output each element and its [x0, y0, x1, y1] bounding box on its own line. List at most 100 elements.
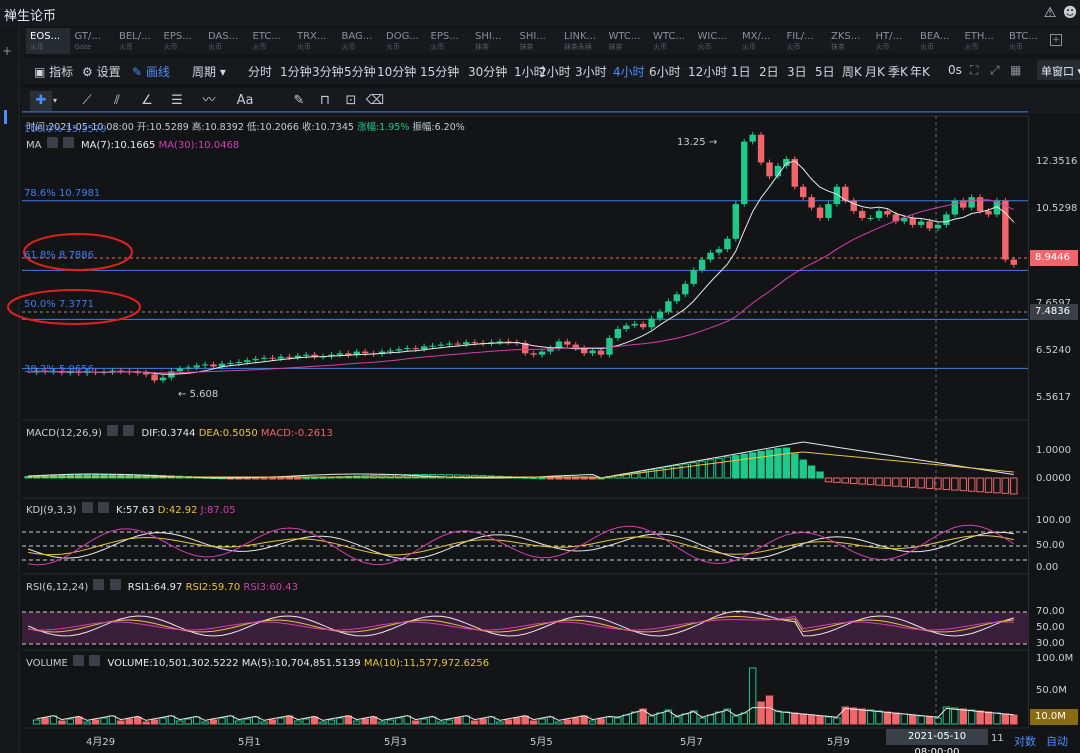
tab-9[interactable]: EPS... 火币	[427, 28, 471, 54]
tab-11[interactable]: SHI... 抹茶	[516, 28, 560, 54]
tab-21[interactable]: ETH... 火币	[961, 28, 1005, 54]
interval-5[interactable]: 15分钟	[420, 65, 460, 79]
chevron-down-icon[interactable]: ▾	[52, 96, 57, 105]
add-icon[interactable]: +	[2, 44, 13, 58]
interval-14[interactable]: 2日	[759, 65, 779, 79]
price-axis-area	[1028, 116, 1080, 728]
tab-3[interactable]: EPS... 火币	[160, 28, 204, 54]
seconds-button[interactable]: 0s	[948, 63, 962, 77]
macd-bar-28	[260, 477, 268, 480]
interval-6[interactable]: 30分钟	[468, 65, 508, 79]
interval-1[interactable]: 1分钟	[280, 65, 312, 79]
trendline-icon[interactable]: ⟋	[82, 93, 92, 108]
macd-bar-60	[529, 477, 538, 480]
tab-2[interactable]: BEL/... 火币	[115, 28, 159, 54]
tab-17[interactable]: FIL/... 火币	[783, 28, 827, 54]
interval-15[interactable]: 3日	[787, 65, 807, 79]
interval-20[interactable]: 年K	[910, 65, 930, 79]
rsi-settings-icon[interactable]	[93, 579, 105, 590]
candle-body-18	[176, 368, 184, 372]
macd-bar-82	[715, 457, 723, 479]
indicator-button[interactable]: ▣ 指标	[34, 65, 74, 79]
close-icon[interactable]	[62, 137, 74, 148]
tab-1[interactable]: GT/... Gate	[71, 28, 115, 54]
bell-icon[interactable]: ⚠	[1043, 5, 1057, 21]
fullscreen-icon[interactable]: ⛶	[970, 63, 979, 77]
tab-15[interactable]: WIC... 火币	[694, 28, 738, 54]
settings-icon[interactable]	[46, 137, 58, 148]
pen-icon[interactable]: ✎	[293, 93, 305, 108]
add-tab-icon[interactable]: +	[1050, 34, 1062, 46]
period-dropdown[interactable]: 周期 ▾	[192, 65, 226, 79]
log-scale-button[interactable]: 对数	[1014, 735, 1036, 748]
tab-10[interactable]: SHI... 抹茶	[471, 28, 515, 54]
macd-settings-icon[interactable]	[107, 425, 119, 436]
crosshair-icon[interactable]: ✚	[30, 91, 52, 111]
interval-12[interactable]: 12小时	[688, 65, 728, 79]
candle-body-23	[218, 363, 226, 367]
tab-20[interactable]: BEA... 火币	[916, 28, 960, 54]
settings-button[interactable]: ⚙ 设置	[82, 65, 121, 79]
candle-body-26	[244, 360, 251, 362]
tab-16[interactable]: MX/... 火币	[738, 28, 782, 54]
magnet-icon[interactable]: ⊓	[319, 93, 331, 108]
tab-0[interactable]: EOS... 火币	[26, 28, 70, 54]
interval-13[interactable]: 1日	[731, 65, 751, 79]
tab-5[interactable]: ETC... 火币	[249, 28, 293, 54]
interval-0[interactable]: 分时	[248, 65, 273, 79]
tab-exchange: 火币	[742, 43, 756, 51]
fib-lines-icon[interactable]: ☰	[171, 93, 183, 108]
expand-icon[interactable]: ⤢	[990, 63, 1000, 77]
parallel-lines-icon[interactable]: ⫽	[114, 93, 120, 108]
candle-body-64	[564, 341, 571, 345]
interval-10[interactable]: 4小时	[613, 65, 645, 79]
candle-body-106	[917, 221, 925, 225]
macd-bar-7	[83, 474, 91, 479]
tab-8[interactable]: DOG... 火币	[382, 28, 426, 54]
tab-12[interactable]: LINK... 抹茶永续	[560, 28, 604, 54]
tab-22[interactable]: BTC... 火币	[1005, 28, 1049, 54]
interval-3[interactable]: 5分钟	[344, 65, 376, 79]
auto-scale-button[interactable]: 自动	[1046, 735, 1068, 748]
interval-16[interactable]: 5日	[815, 65, 835, 79]
candle-body-30	[277, 356, 285, 359]
candle-body-68	[597, 350, 605, 355]
grid-icon[interactable]: ▦	[1010, 63, 1022, 77]
tab-7[interactable]: BAG... 火币	[338, 28, 382, 54]
volume-legend: VOLUME VOLUME:10,501,302.5222 MA(5):10,7…	[26, 655, 489, 669]
volume-settings-icon[interactable]	[73, 655, 85, 666]
interval-11[interactable]: 6小时	[649, 65, 681, 79]
kdj-settings-icon[interactable]	[81, 502, 93, 513]
volume-close-icon[interactable]	[89, 655, 101, 666]
tab-19[interactable]: HT/... 火币	[872, 28, 916, 54]
draw-button[interactable]: ✎ 画线	[132, 65, 170, 79]
window-mode-select[interactable]: 单窗口 ▾	[1037, 60, 1080, 80]
wave-icon[interactable]: 〰	[202, 93, 216, 108]
lock-icon[interactable]: ⊡	[345, 93, 357, 108]
volume-bar-51	[454, 717, 462, 725]
interval-19[interactable]: 季K	[888, 65, 908, 79]
rsi-close-icon[interactable]	[109, 579, 121, 590]
interval-9[interactable]: 3小时	[575, 65, 607, 79]
tab-13[interactable]: WTC... 抹茶	[605, 28, 649, 54]
interval-8[interactable]: 2小时	[539, 65, 571, 79]
interval-7[interactable]: 1小时	[514, 65, 546, 79]
user-icon[interactable]: ☻	[1062, 5, 1078, 21]
tab-6[interactable]: TRX... 火币	[293, 28, 337, 54]
text-icon[interactable]: Aa	[236, 93, 254, 108]
tab-4[interactable]: DAS... 火币	[204, 28, 248, 54]
interval-18[interactable]: 月K	[865, 65, 885, 79]
indicator-label: 指标	[49, 65, 74, 79]
angle-icon[interactable]: ∠	[141, 93, 153, 108]
fib-label-1: 78.6% 10.7981	[24, 188, 101, 199]
tab-14[interactable]: WTC... 火币	[649, 28, 693, 54]
kdj-close-icon[interactable]	[97, 502, 109, 513]
interval-4[interactable]: 10分钟	[377, 65, 417, 79]
macd-close-icon[interactable]	[123, 425, 135, 436]
tab-18[interactable]: ZKS... 抹茶	[827, 28, 871, 54]
draw-label: 画线	[145, 65, 170, 79]
interval-2[interactable]: 3分钟	[312, 65, 344, 79]
trash-icon[interactable]: ⌫	[365, 93, 385, 108]
interval-17[interactable]: 周K	[842, 65, 862, 79]
